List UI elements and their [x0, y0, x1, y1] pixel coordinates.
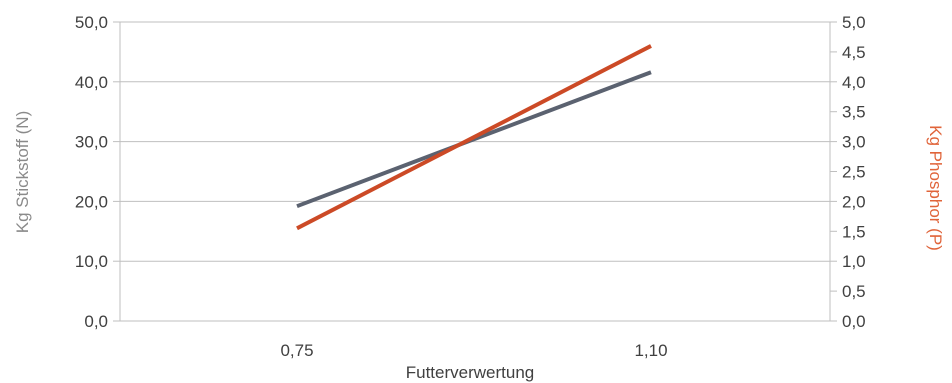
left-tick-label: 50,0	[75, 13, 108, 32]
left-tick-label: 40,0	[75, 73, 108, 92]
series-line-phosphor	[296, 44, 652, 231]
right-tick-label: 2,0	[842, 192, 866, 211]
right-tick-label: 4,0	[842, 73, 866, 92]
right-tick-label: 1,5	[842, 222, 866, 241]
series-lines	[296, 44, 652, 231]
right-tick-label: 3,5	[842, 103, 866, 122]
x-axis-title: Futterverwertung	[406, 363, 535, 382]
right-tick-label: 0,0	[842, 312, 866, 331]
x-tick-label: 1,10	[634, 341, 667, 360]
gridlines	[120, 21, 830, 322]
right-axis-ticks: 0,0 0,5 1,0 1,5 2,0 2,5 3,0 3,5 4,0 4,5 5,0	[830, 13, 866, 331]
x-tick-label: 0,75	[280, 341, 313, 360]
right-y-axis-title: Kg Phosphor (P)	[926, 125, 945, 251]
right-tick-label: 0,5	[842, 282, 866, 301]
x-axis-ticks: 0,75 1,10	[280, 341, 667, 360]
left-tick-label: 0,0	[84, 312, 108, 331]
right-tick-label: 5,0	[842, 13, 866, 32]
right-tick-label: 2,5	[842, 163, 866, 182]
left-axis-ticks: 0,0 10,0 20,0 30,0 40,0 50,0	[75, 13, 120, 331]
right-tick-label: 3,0	[842, 133, 866, 152]
right-tick-label: 1,0	[842, 252, 866, 271]
right-tick-label: 4,5	[842, 43, 866, 62]
left-tick-label: 30,0	[75, 133, 108, 152]
left-tick-label: 20,0	[75, 192, 108, 211]
axes	[119, 22, 831, 321]
left-tick-label: 10,0	[75, 252, 108, 271]
left-y-axis-title: Kg Stickstoff (N)	[13, 111, 32, 234]
